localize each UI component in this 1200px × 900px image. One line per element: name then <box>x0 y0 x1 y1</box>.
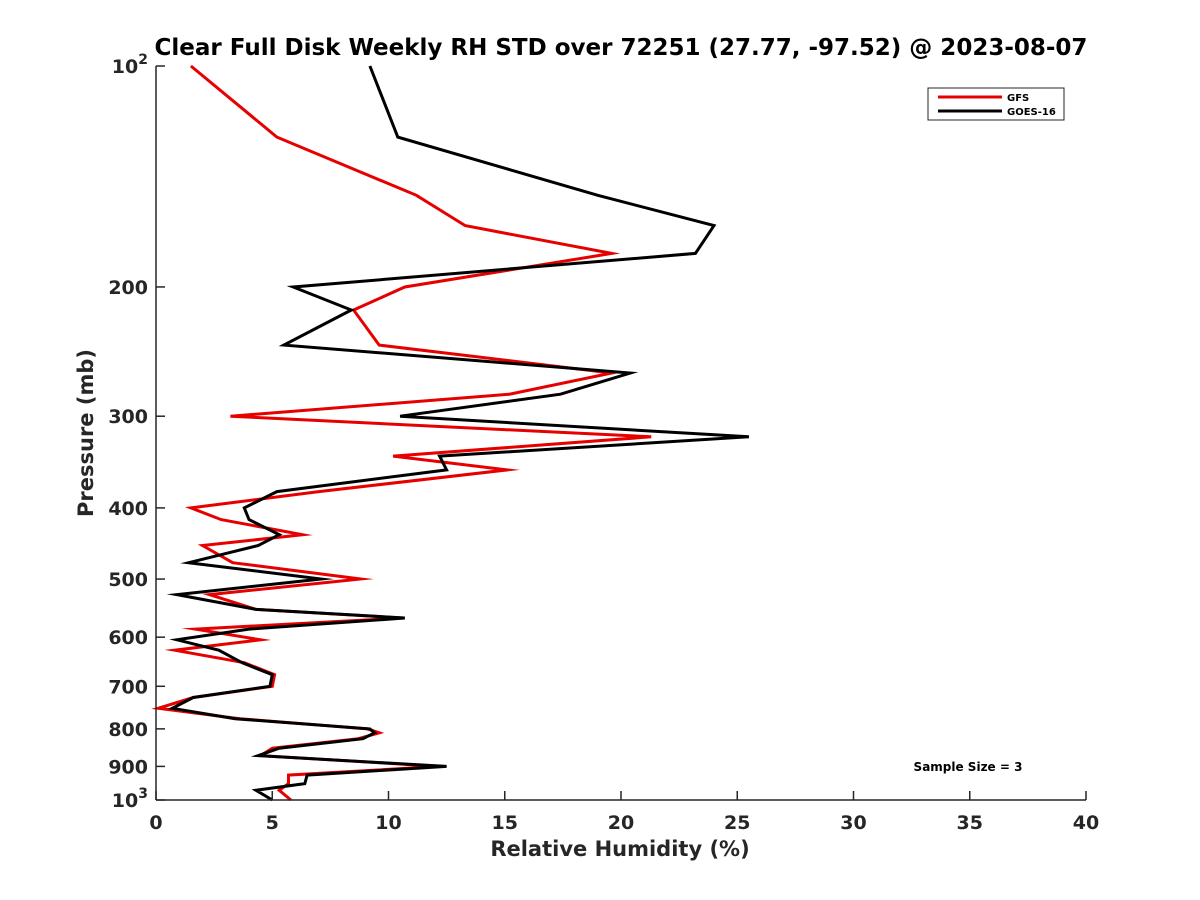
y-tick-label: 300 <box>108 406 148 428</box>
x-axis-label: Relative Humidity (%) <box>490 837 749 861</box>
series-line-goes-16 <box>166 65 749 802</box>
x-tick-label: 10 <box>375 812 401 834</box>
y-tick-label: 800 <box>108 719 148 741</box>
x-tick-label: 15 <box>492 812 518 834</box>
y-tick-label: 600 <box>108 627 148 649</box>
x-tick-label: 35 <box>957 812 983 834</box>
x-tick-label: 30 <box>840 812 866 834</box>
legend-label-gfs: GFS <box>1007 93 1029 104</box>
y-tick-label: 900 <box>108 756 148 778</box>
chart-title: Clear Full Disk Weekly RH STD over 72251… <box>155 35 1088 61</box>
axis-ticks: 0 5 10 15 20 25 30 35 40 102 200 300 400 500 600 700 800… <box>108 52 1099 834</box>
y-tick-label: 200 <box>108 277 148 299</box>
x-tick-label: 40 <box>1073 812 1099 834</box>
legend-box <box>927 87 1065 121</box>
x-tick-label: 20 <box>608 812 634 834</box>
y-tick-label: 700 <box>108 676 148 698</box>
y-tick-label: 102 <box>112 52 148 78</box>
legend-label-goes16: GOES-16 <box>1007 107 1056 118</box>
y-tick-label: 400 <box>108 498 148 520</box>
sample-size-annotation: Sample Size = 3 <box>914 760 1023 774</box>
y-tick-label: 500 <box>108 569 148 591</box>
plot-area <box>151 64 749 802</box>
x-tick-label: 25 <box>724 812 750 834</box>
x-tick-label: 5 <box>266 812 279 834</box>
x-tick-label: 0 <box>149 812 162 834</box>
y-axis-label: Pressure (mb) <box>74 349 98 517</box>
legend: GFS GOES-16 <box>927 87 1065 121</box>
y-tick-label: 103 <box>112 786 148 812</box>
